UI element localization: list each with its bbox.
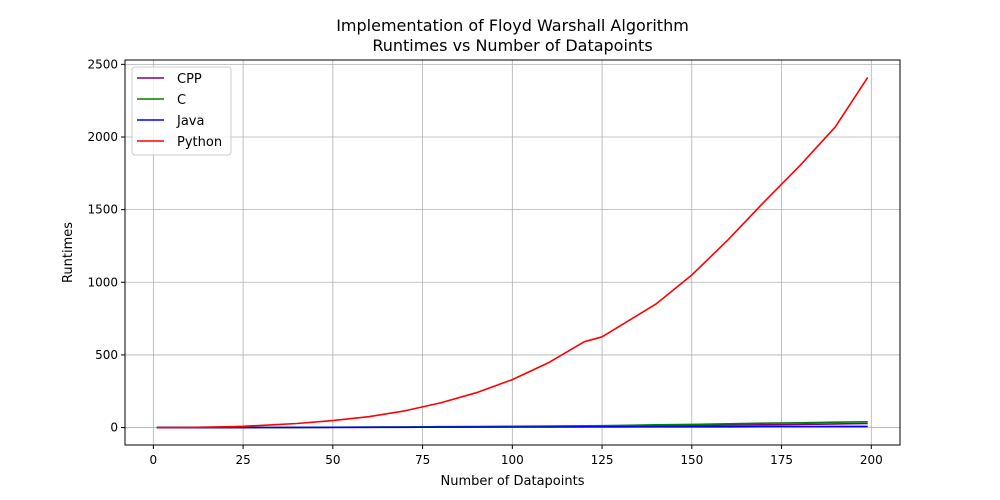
x-tick-label: 100 [501,453,524,467]
legend-label-python: Python [177,135,222,150]
y-tick-label: 2500 [87,57,118,71]
y-tick-label: 1000 [87,275,118,289]
x-tick-label: 150 [680,453,703,467]
y-tick-label: 2000 [87,130,118,144]
x-tick-label: 75 [415,453,430,467]
chart-title-line-1: Implementation of Floyd Warshall Algorit… [336,16,689,35]
y-tick-label: 1500 [87,203,118,217]
y-tick-label: 0 [110,421,118,435]
series-line-python [156,76,869,429]
x-tick-label: 125 [591,453,614,467]
grid [125,60,900,445]
y-tick-label: 500 [95,348,118,362]
x-tick-label: 0 [150,453,158,467]
legend: CPP C Java Python [131,66,232,156]
x-axis-ticks: 0 25 50 75 100 125 150 175 200 [150,445,883,467]
x-tick-label: 200 [860,453,883,467]
x-axis-label: Number of Datapoints [441,474,585,489]
x-tick-label: 25 [235,453,250,467]
chart-title-line-2: Runtimes vs Number of Datapoints [372,36,652,55]
y-axis-label: Runtimes [61,222,76,283]
legend-label-cpp: CPP [177,72,202,87]
legend-label-c: C [177,93,186,108]
y-axis-ticks: 0 500 1000 1500 2000 2500 [87,57,125,435]
x-tick-label: 175 [770,453,793,467]
series-lines [156,76,869,429]
legend-label-java: Java [176,114,204,129]
series-line-java [156,425,868,429]
x-tick-label: 50 [325,453,340,467]
legend-box [131,66,232,156]
